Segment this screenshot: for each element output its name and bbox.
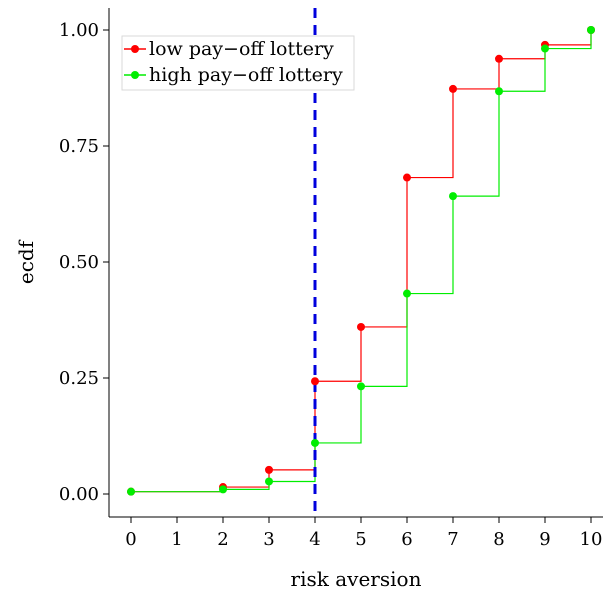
series-step-line-1 [131, 30, 592, 493]
legend-key-point [131, 45, 139, 53]
y-tick-label: 0.50 [59, 252, 99, 273]
legend-label: high pay−off lottery [149, 64, 343, 86]
y-tick-label: 0.25 [59, 368, 99, 389]
series-point-1 [311, 438, 319, 447]
x-tick-label: 9 [539, 529, 550, 550]
series-point-1 [403, 289, 411, 298]
series-point-0 [403, 173, 411, 182]
series-point-1 [495, 87, 503, 96]
series-point-1 [219, 485, 227, 494]
y-axis-title: ecdf [14, 239, 38, 284]
x-tick-label: 3 [263, 529, 274, 550]
x-tick-label: 4 [309, 529, 320, 550]
series-point-1 [449, 192, 457, 201]
x-tick-label: 0 [125, 529, 136, 550]
x-tick-label: 1 [171, 529, 182, 550]
series-point-0 [495, 54, 503, 63]
x-tick-label: 10 [580, 529, 603, 550]
legend: low pay−off lottery high pay−off lottery [121, 35, 355, 91]
x-tick-label: 7 [447, 529, 458, 550]
series-point-0 [265, 465, 273, 474]
series-point-1 [541, 44, 549, 53]
x-tick-label: 5 [355, 529, 366, 550]
y-tick-label: 0.75 [59, 136, 99, 157]
legend-key-point [131, 71, 139, 79]
series-point-1 [357, 382, 365, 391]
series-point-0 [357, 322, 365, 331]
series-point-0 [311, 377, 319, 386]
x-tick-label: 2 [217, 529, 228, 550]
legend-box [121, 35, 355, 91]
x-axis-title: risk aversion [291, 567, 422, 591]
x-tick-label: 8 [493, 529, 504, 550]
series-layer [127, 8, 595, 517]
y-tick-label: 0.00 [59, 484, 99, 505]
series-point-1 [127, 487, 135, 496]
legend-label: low pay−off lottery [149, 38, 334, 60]
y-tick-label: 1.00 [59, 20, 99, 41]
axes: 0 1 2 3 4 5 6 7 8 9 10 0.00 0.25 0.50 0.75 1.00 risk ave… [14, 8, 603, 591]
x-tick-label: 6 [401, 529, 412, 550]
series-point-1 [587, 26, 595, 34]
series-point-0 [449, 84, 457, 93]
series-point-1 [265, 477, 273, 486]
